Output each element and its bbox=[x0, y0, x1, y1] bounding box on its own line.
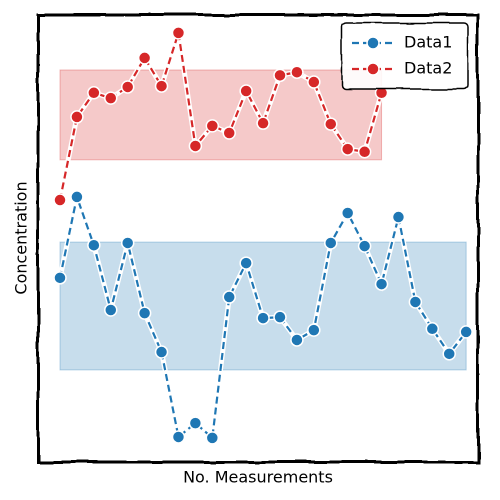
data-point bbox=[307, 75, 321, 89]
data-point bbox=[256, 311, 270, 325]
data-point bbox=[120, 236, 135, 250]
data-point bbox=[137, 306, 152, 320]
data-point bbox=[171, 430, 186, 444]
data-point bbox=[53, 271, 67, 285]
data-point bbox=[374, 277, 389, 291]
legend-label: Data2 bbox=[404, 59, 452, 78]
data-point bbox=[222, 290, 236, 304]
data-point bbox=[239, 84, 253, 98]
data-point bbox=[188, 139, 203, 153]
data-point bbox=[239, 256, 253, 270]
data-point bbox=[104, 303, 118, 317]
data-point bbox=[154, 79, 169, 93]
data-point bbox=[104, 91, 118, 105]
data-point bbox=[87, 238, 101, 252]
data-point bbox=[425, 322, 440, 336]
x-axis-label: No. Measurements bbox=[183, 468, 333, 487]
data-point bbox=[357, 145, 372, 159]
data-point bbox=[154, 345, 169, 359]
data-point bbox=[357, 239, 372, 253]
legend-marker bbox=[366, 62, 380, 76]
data-point bbox=[137, 51, 152, 65]
data-point bbox=[290, 65, 304, 79]
data-point bbox=[273, 68, 287, 83]
axes-frame bbox=[36, 13, 480, 464]
data-point bbox=[205, 431, 220, 445]
data-point bbox=[290, 333, 304, 347]
data-point bbox=[307, 323, 321, 337]
data-point bbox=[188, 416, 203, 430]
legend-marker bbox=[366, 36, 380, 50]
data-point bbox=[256, 116, 270, 130]
data-point bbox=[120, 80, 135, 94]
data-point bbox=[408, 295, 423, 309]
data-point bbox=[87, 86, 101, 100]
data-point bbox=[70, 190, 84, 204]
legend: Data1 Data2 bbox=[341, 22, 469, 90]
data-point bbox=[459, 325, 473, 339]
data-point bbox=[53, 193, 67, 207]
data-point bbox=[391, 210, 406, 224]
data-point bbox=[171, 26, 186, 40]
data-point bbox=[324, 117, 338, 131]
y-axis-label: Concentration bbox=[12, 181, 31, 294]
data-point bbox=[273, 310, 287, 324]
legend-label: Data1 bbox=[404, 33, 452, 52]
data-point bbox=[205, 119, 220, 133]
data-point bbox=[70, 110, 84, 124]
data-point bbox=[340, 206, 355, 220]
data-point bbox=[442, 347, 456, 361]
plot-area bbox=[53, 26, 473, 445]
data-point bbox=[222, 126, 236, 140]
data-point bbox=[324, 236, 338, 250]
data-point bbox=[340, 142, 355, 156]
